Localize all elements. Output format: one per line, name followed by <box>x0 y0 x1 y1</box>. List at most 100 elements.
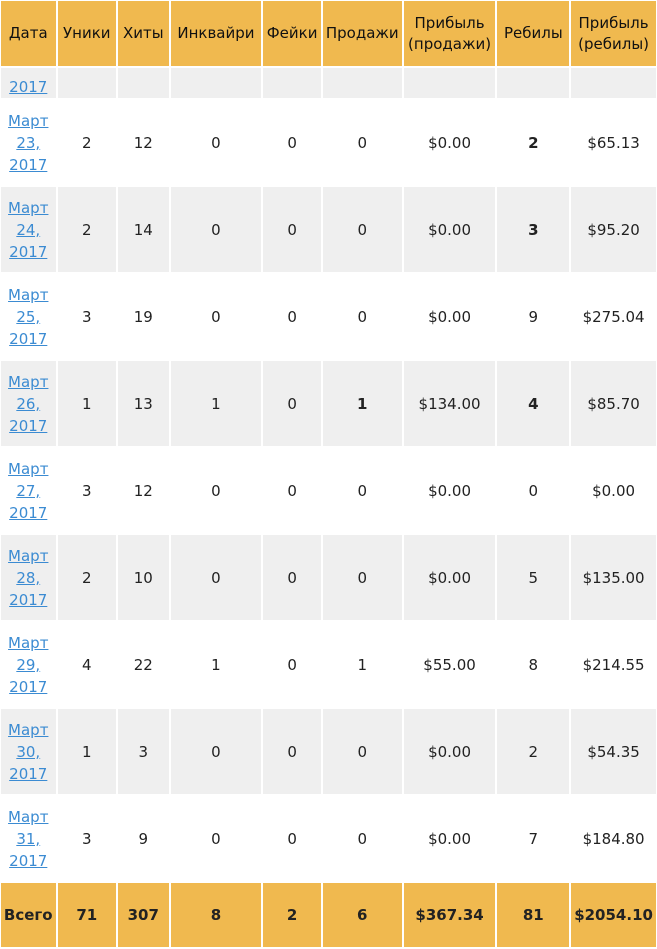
profit-rebills-cell: $184.80 <box>571 796 656 881</box>
header-uniques[interactable]: Уники <box>57 1 117 66</box>
header-profit-sales[interactable]: Прибыль (продажи) <box>403 1 496 66</box>
header-rebills[interactable]: Ребилы <box>497 1 570 66</box>
date-link[interactable]: Март 25, 2017 <box>8 286 48 348</box>
fakes-cell: 0 <box>263 361 321 446</box>
profit-rebills-cell: $135.00 <box>571 535 656 620</box>
rebills-cell: 2 <box>497 100 570 185</box>
header-fakes[interactable]: Фейки <box>263 1 321 66</box>
profit-rebills-cell <box>571 68 656 98</box>
hits-cell: 10 <box>118 535 169 620</box>
date-cell: Март 28, 2017 <box>1 535 56 620</box>
date-month: Март <box>8 546 49 565</box>
date-day: 28, <box>16 568 41 587</box>
date-cell: Март 25, 2017 <box>1 274 56 359</box>
totals-label: Всего <box>1 883 56 947</box>
inquiries-cell: 0 <box>170 187 262 272</box>
header-inquiries[interactable]: Инквайри <box>170 1 262 66</box>
header-profit-rebills-line2: (ребилы) <box>578 34 650 53</box>
profit-sales-cell: $0.00 <box>403 274 496 359</box>
totals-hits: 307 <box>118 883 169 947</box>
header-hits[interactable]: Хиты <box>118 1 169 66</box>
uniques-cell <box>57 68 117 98</box>
date-link[interactable]: Март 30, 2017 <box>8 721 48 783</box>
table-row: Март 23, 2017 2 12 0 0 0 $0.00 2 $65.13 <box>1 100 656 185</box>
profit-rebills-cell: $275.04 <box>571 274 656 359</box>
sales-cell: 0 <box>322 535 402 620</box>
date-cell: Март 31, 2017 <box>1 796 56 881</box>
inquiries-cell: 0 <box>170 274 262 359</box>
rebills-cell: 3 <box>497 187 570 272</box>
inquiries-cell: 0 <box>170 100 262 185</box>
inquiries-cell <box>170 68 262 98</box>
totals-inquiries: 8 <box>170 883 262 947</box>
header-profit-rebills[interactable]: Прибыль (ребилы) <box>571 1 656 66</box>
totals-profit-rebills: $2054.10 <box>571 883 656 947</box>
date-cell: Март 27, 2017 <box>1 448 56 533</box>
date-day: 23, <box>16 133 41 152</box>
profit-rebills-cell: $54.35 <box>571 709 656 794</box>
hits-cell: 14 <box>118 187 169 272</box>
header-profit-sales-line1: Прибыль <box>414 13 485 32</box>
date-month: Март <box>8 285 49 304</box>
profit-rebills-cell: $65.13 <box>571 100 656 185</box>
date-year: 2017 <box>9 590 48 609</box>
profit-sales-cell: $0.00 <box>403 709 496 794</box>
inquiries-cell: 1 <box>170 361 262 446</box>
header-date[interactable]: Дата <box>1 1 56 66</box>
uniques-cell: 2 <box>57 535 117 620</box>
sales-cell: 0 <box>322 448 402 533</box>
table-row: Март 25, 2017 3 19 0 0 0 $0.00 9 $275.04 <box>1 274 656 359</box>
sales-cell: 1 <box>322 361 402 446</box>
rebills-cell <box>497 68 570 98</box>
profit-rebills-cell: $95.20 <box>571 187 656 272</box>
date-link[interactable]: 2017 <box>9 78 48 96</box>
totals-row: Всего 71 307 8 2 6 $367.34 81 $2054.10 <box>1 883 656 947</box>
rebills-cell: 7 <box>497 796 570 881</box>
table-row: Март 27, 2017 3 12 0 0 0 $0.00 0 $0.00 <box>1 448 656 533</box>
date-month: Март <box>8 807 49 826</box>
profit-sales-cell: $0.00 <box>403 100 496 185</box>
date-day: 27, <box>16 481 41 500</box>
fakes-cell: 0 <box>263 709 321 794</box>
rebills-cell: 0 <box>497 448 570 533</box>
date-cell: Март 29, 2017 <box>1 622 56 707</box>
table-row: Март 26, 2017 1 13 1 0 1 $134.00 4 $85.70 <box>1 361 656 446</box>
date-link[interactable]: Март 26, 2017 <box>8 373 48 435</box>
date-link[interactable]: Март 24, 2017 <box>8 199 48 261</box>
uniques-cell: 3 <box>57 448 117 533</box>
date-month: Март <box>8 459 49 478</box>
profit-rebills-cell: $0.00 <box>571 448 656 533</box>
rebills-cell: 9 <box>497 274 570 359</box>
date-year: 2017 <box>9 242 48 261</box>
uniques-cell: 4 <box>57 622 117 707</box>
sales-cell: 0 <box>322 796 402 881</box>
table-row: Март 31, 2017 3 9 0 0 0 $0.00 7 $184.80 <box>1 796 656 881</box>
fakes-cell: 0 <box>263 535 321 620</box>
uniques-cell: 2 <box>57 187 117 272</box>
header-row: Дата Уники Хиты Инквайри Фейки Продажи П… <box>1 1 656 66</box>
table-row: Март 28, 2017 2 10 0 0 0 $0.00 5 $135.00 <box>1 535 656 620</box>
date-year: 2017 <box>9 851 48 870</box>
date-link[interactable]: Март 23, 2017 <box>8 112 48 174</box>
date-year: 2017 <box>9 764 48 783</box>
rebills-cell: 8 <box>497 622 570 707</box>
hits-cell <box>118 68 169 98</box>
totals-fakes: 2 <box>263 883 321 947</box>
date-year: 2017 <box>9 677 48 696</box>
date-cell: Март 26, 2017 <box>1 361 56 446</box>
hits-cell: 12 <box>118 448 169 533</box>
date-link[interactable]: Март 31, 2017 <box>8 808 48 870</box>
date-link[interactable]: Март 27, 2017 <box>8 460 48 522</box>
hits-cell: 3 <box>118 709 169 794</box>
header-profit-sales-line2: (продажи) <box>408 34 492 53</box>
rebills-cell: 4 <box>497 361 570 446</box>
date-month: Март <box>8 633 49 652</box>
header-profit-rebills-line1: Прибыль <box>578 13 649 32</box>
date-link[interactable]: Март 29, 2017 <box>8 634 48 696</box>
sales-cell: 0 <box>322 274 402 359</box>
profit-sales-cell <box>403 68 496 98</box>
date-year: 2017 <box>9 155 48 174</box>
rebills-cell: 2 <box>497 709 570 794</box>
date-link[interactable]: Март 28, 2017 <box>8 547 48 609</box>
header-sales[interactable]: Продажи <box>322 1 402 66</box>
